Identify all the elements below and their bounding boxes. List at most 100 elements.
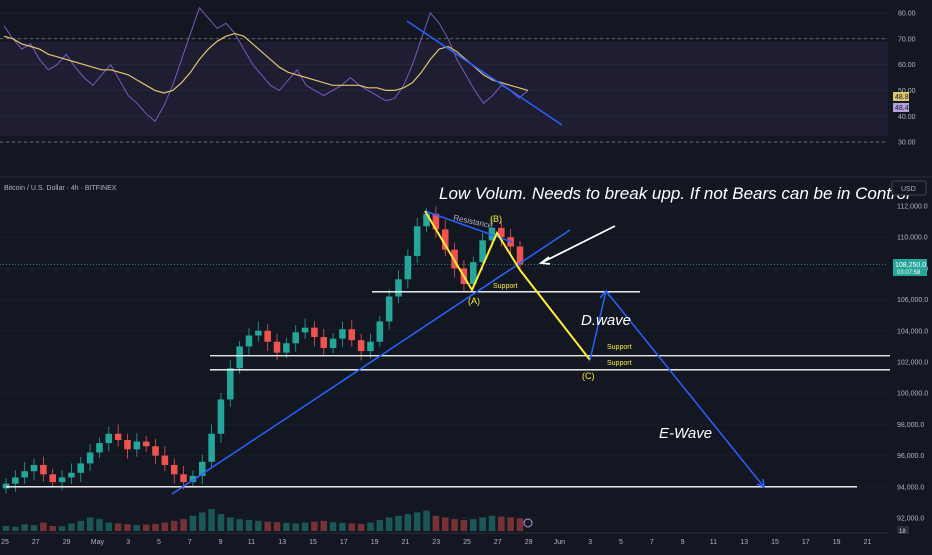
volume-bar xyxy=(2,525,10,531)
volume-bar xyxy=(208,509,215,531)
candle-body[interactable] xyxy=(77,463,85,473)
price-tag-time: 03:07:58 xyxy=(897,270,921,276)
candle-body[interactable] xyxy=(255,330,262,336)
candle-body[interactable] xyxy=(124,440,131,450)
candle-body[interactable] xyxy=(245,335,253,347)
candle-body[interactable] xyxy=(498,227,505,238)
x-tick-label: 5 xyxy=(619,539,623,546)
candle-body[interactable] xyxy=(311,327,318,338)
d-wave-arrow[interactable] xyxy=(589,290,607,361)
candle-body[interactable] xyxy=(161,455,169,465)
candle-body[interactable] xyxy=(96,443,103,453)
candle-body[interactable] xyxy=(479,240,486,263)
candle-body[interactable] xyxy=(470,262,477,284)
resistance-line[interactable] xyxy=(424,210,513,243)
candle-body[interactable] xyxy=(283,343,290,353)
x-tick-label: 15 xyxy=(771,539,779,546)
candle-body[interactable] xyxy=(68,472,75,478)
candle-body[interactable] xyxy=(21,471,28,478)
annotation-d-wave: D.wave xyxy=(581,312,631,329)
candle-body[interactable] xyxy=(170,464,178,475)
candle-body[interactable] xyxy=(432,213,440,230)
rsi-band xyxy=(0,42,888,136)
candle-body[interactable] xyxy=(273,341,281,353)
candle-body[interactable] xyxy=(58,477,66,483)
candle-body[interactable] xyxy=(49,474,56,483)
volume-bar xyxy=(180,519,187,531)
candle-body[interactable] xyxy=(376,321,384,342)
x-tick-label: 19 xyxy=(371,539,379,546)
rsi-trendline[interactable] xyxy=(406,20,563,126)
candle-body[interactable] xyxy=(339,329,346,339)
candle-body[interactable] xyxy=(385,296,393,322)
volume-bar xyxy=(385,517,393,531)
candle-body[interactable] xyxy=(348,329,356,341)
candle-body[interactable] xyxy=(180,474,187,483)
rsi-ma-line[interactable] xyxy=(3,32,529,94)
candle-body[interactable] xyxy=(264,330,271,342)
candle-body[interactable] xyxy=(292,332,299,344)
candle-body[interactable] xyxy=(423,213,430,227)
candle-body[interactable] xyxy=(40,464,47,475)
candle-body[interactable] xyxy=(189,475,197,483)
candle-body[interactable] xyxy=(301,327,309,333)
rising-trendline[interactable] xyxy=(171,229,571,495)
candle-body[interactable] xyxy=(236,346,243,369)
x-tick-label: 29 xyxy=(525,539,533,546)
candle-body[interactable] xyxy=(142,441,150,447)
candle-body[interactable] xyxy=(86,452,94,464)
e-wave-arrow[interactable] xyxy=(605,290,765,488)
volume-bar xyxy=(105,522,113,531)
volume-bar xyxy=(339,522,346,531)
candle-body[interactable] xyxy=(217,399,225,434)
volume-bar xyxy=(423,510,430,531)
candle-body[interactable] xyxy=(441,229,449,250)
x-tick-label: 3 xyxy=(588,539,592,546)
annotation-support-b: Support xyxy=(607,344,632,351)
candle-body[interactable] xyxy=(105,433,113,444)
candle-body[interactable] xyxy=(404,255,412,280)
candle-body[interactable] xyxy=(114,433,122,440)
price-y-tick-label: 106,000.0 xyxy=(897,297,928,304)
candle-body[interactable] xyxy=(395,279,402,297)
candle-body[interactable] xyxy=(357,340,365,352)
candle-body[interactable] xyxy=(133,441,141,450)
x-tick-label: 29 xyxy=(63,539,71,546)
candle-body[interactable] xyxy=(367,341,374,352)
rsi-tag xyxy=(893,103,909,112)
rsi-line[interactable] xyxy=(3,6,529,123)
abc-wave-path[interactable] xyxy=(424,210,591,361)
annotation-support-c: Support xyxy=(607,360,632,367)
volume-bar xyxy=(488,515,496,531)
volume-bar xyxy=(124,524,131,531)
candle-body[interactable] xyxy=(2,483,10,489)
annotation-wave-a: (A) xyxy=(468,296,480,306)
volume-bar xyxy=(357,523,365,531)
candle-body[interactable] xyxy=(516,246,524,265)
candle-body[interactable] xyxy=(208,433,215,462)
x-axis: 25 27 29 May 3 5 7 9 11 13 15 17 19 21 23 25 27 29 Jun 3 5 7 9… xyxy=(1,539,871,546)
candle-body[interactable] xyxy=(413,226,421,256)
currency-box[interactable] xyxy=(891,180,927,196)
rsi-y-tick-label: 40.00 xyxy=(898,114,916,121)
volume-bar xyxy=(114,523,122,531)
candle-body[interactable] xyxy=(329,338,337,348)
candle-body[interactable] xyxy=(320,337,328,348)
volume-bar xyxy=(507,517,514,531)
volume-bar xyxy=(413,512,421,531)
candle-body[interactable] xyxy=(30,464,38,472)
volume-bar xyxy=(68,523,75,531)
volume-bar xyxy=(516,518,524,531)
candle-body[interactable] xyxy=(227,368,234,400)
candle-body[interactable] xyxy=(12,477,19,484)
symbol-title: Bitcoin / U.S. Dollar · 4h · BITFINEX xyxy=(4,185,117,192)
x-tick-label: 11 xyxy=(710,539,717,546)
price-y-tick-label: 112,000.0 xyxy=(897,204,928,211)
candle-body[interactable] xyxy=(198,461,206,476)
event-icon[interactable] xyxy=(523,518,533,528)
badge-box[interactable] xyxy=(897,526,909,534)
x-tick-label: 21 xyxy=(864,539,872,546)
candle-body[interactable] xyxy=(152,446,159,456)
